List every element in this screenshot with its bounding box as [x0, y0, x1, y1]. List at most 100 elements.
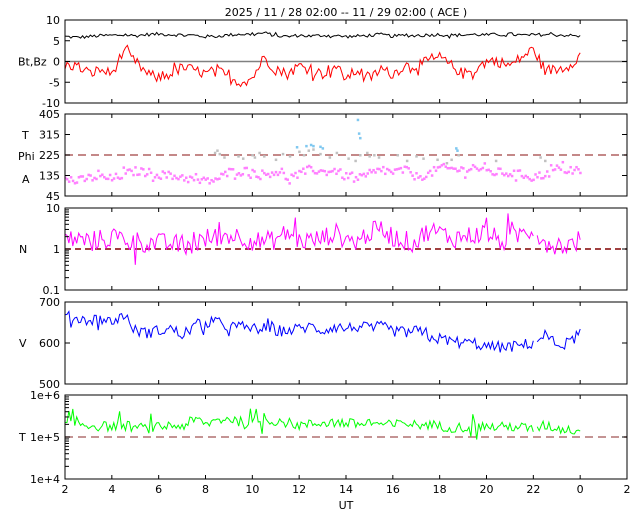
point-A [83, 179, 87, 183]
point-T [241, 157, 245, 160]
y-tick-label: 5 [53, 35, 60, 48]
point-A [442, 162, 446, 166]
point-A [380, 169, 383, 173]
point-A [116, 176, 120, 179]
x-tick-label: 20 [480, 483, 494, 496]
point-A [245, 166, 248, 170]
point-A [311, 169, 315, 173]
point-A [300, 170, 303, 174]
point-T-highlight [312, 144, 315, 148]
point-A [348, 172, 352, 176]
point-A [530, 179, 533, 182]
point-A [440, 164, 444, 167]
x-tick-label: 4 [108, 483, 115, 496]
series-line-N [65, 213, 534, 265]
point-A [551, 168, 555, 172]
point-A [214, 177, 217, 180]
point-A [364, 175, 368, 178]
x-tick-label: 2 [62, 483, 69, 496]
point-A [337, 169, 340, 173]
point-A [426, 171, 430, 175]
point-A [438, 165, 442, 169]
point-A [450, 166, 453, 170]
point-A [419, 175, 422, 178]
point-T [373, 154, 376, 157]
point-A [534, 173, 537, 176]
point-A [276, 173, 280, 177]
point-A [382, 165, 385, 169]
point-A [462, 167, 465, 170]
point-T-highlight [295, 146, 299, 149]
point-A [561, 160, 565, 164]
point-T [237, 155, 240, 158]
point-A [99, 174, 102, 178]
point-T [223, 156, 226, 159]
point-A [149, 171, 153, 175]
point-A [274, 170, 278, 174]
point-T [354, 159, 357, 163]
point-A [216, 178, 219, 181]
point-A [317, 170, 321, 173]
point-A [290, 173, 293, 176]
point-A [432, 165, 436, 169]
point-T [359, 154, 362, 157]
point-A [506, 174, 510, 178]
point-A [161, 170, 165, 173]
y-tick-label: 135 [39, 170, 60, 183]
point-A [395, 168, 399, 171]
point-A [358, 173, 362, 176]
point-A [270, 171, 274, 174]
point-A [333, 167, 336, 171]
point-A [565, 171, 569, 175]
y-tick-label: 405 [39, 108, 60, 121]
point-A [183, 179, 186, 182]
point-A [575, 165, 578, 169]
point-A [547, 175, 551, 178]
point-A [257, 176, 260, 179]
point-A [415, 171, 418, 175]
point-A [263, 171, 266, 175]
point-A [177, 177, 180, 181]
point-A [87, 173, 90, 177]
point-A [487, 168, 490, 172]
point-A [110, 178, 114, 182]
y-axis-label: T [18, 431, 26, 444]
point-A [354, 175, 358, 179]
point-A [202, 176, 206, 180]
point-A [512, 169, 516, 172]
point-A [288, 182, 291, 185]
point-A [545, 170, 549, 173]
point-A [91, 179, 94, 182]
point-A [181, 174, 184, 177]
point-A [399, 166, 403, 170]
series-line-T [65, 408, 534, 440]
point-A [393, 168, 397, 171]
point-T [457, 154, 460, 157]
point-A [75, 181, 79, 184]
point-T [405, 159, 409, 163]
point-A [151, 179, 155, 182]
panel-phi: 405 315 225 135 45 T Phi A [18, 108, 628, 203]
point-A [93, 176, 96, 180]
point-A [167, 170, 170, 174]
point-A [501, 172, 504, 175]
point-T [544, 159, 547, 163]
point-A [452, 167, 455, 170]
point-A [423, 177, 426, 180]
point-A [327, 170, 330, 174]
y-tick-label: 10 [46, 14, 60, 27]
point-A [155, 173, 159, 177]
point-A [169, 172, 172, 175]
x-tick-label: 18 [433, 483, 447, 496]
point-A [284, 177, 288, 181]
point-A [192, 178, 196, 182]
point-A [136, 173, 139, 177]
y-tick-label: 700 [39, 296, 60, 309]
point-A [464, 176, 467, 179]
point-A [128, 168, 131, 171]
point-A [483, 162, 487, 165]
point-A [73, 181, 77, 185]
point-A [140, 167, 143, 170]
point-A [134, 166, 137, 169]
